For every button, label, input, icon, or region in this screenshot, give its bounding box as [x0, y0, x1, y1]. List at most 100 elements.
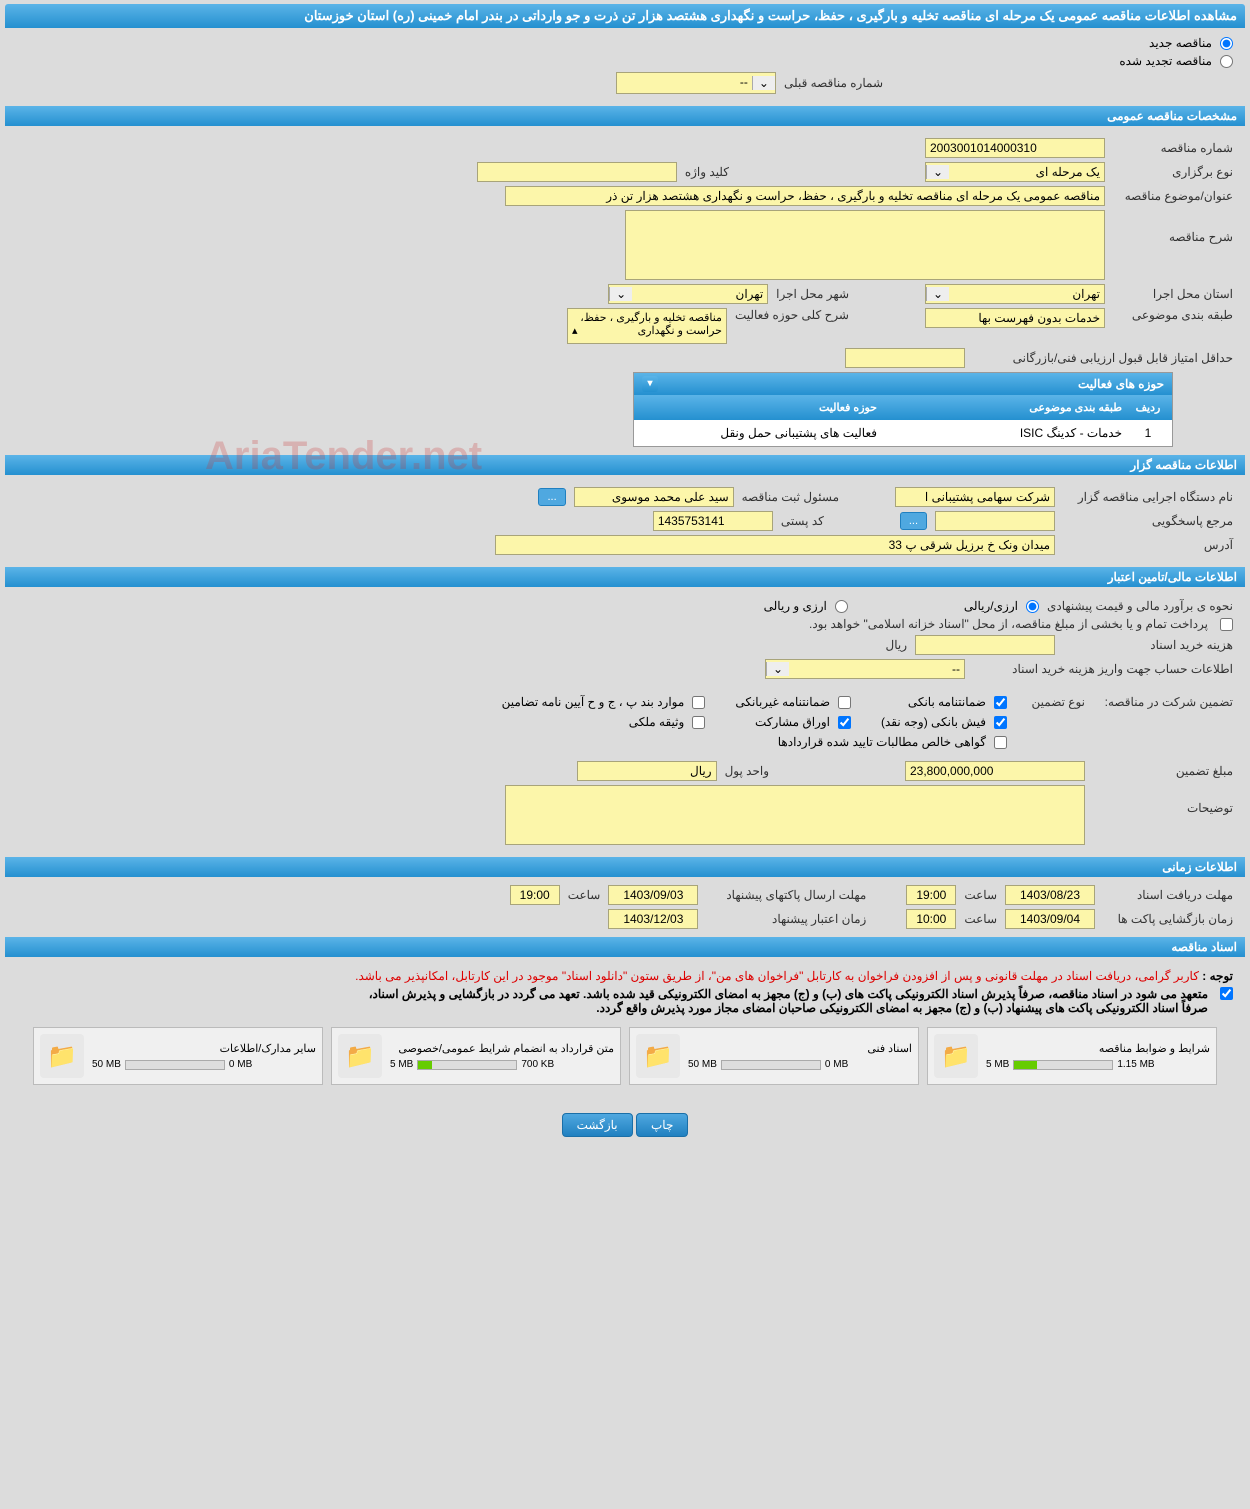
desc-textarea[interactable]: [625, 210, 1105, 280]
chk-bank-guarantee[interactable]: ضمانتنامه بانکی: [881, 695, 1007, 709]
chk-cash[interactable]: فیش بانکی (وجه نقد): [881, 715, 1007, 729]
resp-value[interactable]: [935, 511, 1055, 531]
radio-renew-label: مناقصه تجدید شده: [1119, 54, 1212, 68]
holding-type-select[interactable]: یک مرحله ای ⌄: [925, 162, 1105, 182]
radio-fx[interactable]: ارزی و ریالی: [764, 599, 848, 613]
prev-tender-select[interactable]: ⌄ --: [616, 72, 776, 94]
chk-2[interactable]: [838, 696, 851, 709]
chk-bonds-label: اوراق مشارکت: [755, 715, 830, 729]
row-cat: خدمات - کدینگ ISIC: [883, 424, 1128, 442]
collapse-icon[interactable]: ▾: [642, 376, 658, 392]
tender-no-value: 2003001014000310: [925, 138, 1105, 158]
section-finance-header: اطلاعات مالی/تامین اعتبار: [5, 567, 1245, 587]
resp-label: مرجع پاسخگویی: [1063, 514, 1233, 528]
chk-cash-label: فیش بانکی (وجه نقد): [881, 715, 986, 729]
progress-bar: [125, 1060, 225, 1070]
radio-fx-input[interactable]: [835, 600, 848, 613]
doc-cost-input[interactable]: [915, 635, 1055, 655]
owner-org-label: نام دستگاه اجرایی مناقصه گزار: [1063, 490, 1233, 504]
treasury-checkbox[interactable]: [1220, 618, 1233, 631]
section-docs-header: اسناد مناقصه: [5, 937, 1245, 957]
chk-6[interactable]: [692, 716, 705, 729]
doc-card[interactable]: اسناد فنی50 MB0 MB📁: [629, 1027, 919, 1085]
chk-bonds[interactable]: اوراق مشارکت: [735, 715, 851, 729]
chevron-down-icon[interactable]: ⌄: [609, 287, 632, 301]
doc-card[interactable]: سایر مدارک/اطلاعات50 MB0 MB📁: [33, 1027, 323, 1085]
send-time[interactable]: 19:00: [510, 885, 560, 905]
open-date[interactable]: 1403/09/04: [1005, 909, 1095, 929]
row-idx: 1: [1128, 424, 1168, 442]
deposit-account-label: اطلاعات حساب جهت واریز هزینه خرید اسناد: [973, 662, 1233, 676]
deposit-account-select[interactable]: -- ⌄: [765, 659, 965, 679]
keyword-input[interactable]: [477, 162, 677, 182]
time-unit-3: ساعت: [964, 912, 997, 926]
radio-new-input[interactable]: [1220, 37, 1233, 50]
activity-table-head: ردیف طبقه بندی موضوعی حوزه فعالیت: [634, 395, 1172, 420]
chk-3[interactable]: [692, 696, 705, 709]
doc-card[interactable]: شرایط و ضوابط مناقصه5 MB1.15 MB📁: [927, 1027, 1217, 1085]
section-time-header: اطلاعات زمانی: [5, 857, 1245, 877]
activity-scope-text: مناقصه تخلیه و بارگیری ، حفظ، حراست و نگ…: [580, 312, 722, 337]
chk-7[interactable]: [994, 736, 1007, 749]
doc-used: 700 KB: [521, 1059, 554, 1070]
city-label: شهر محل اجرا: [776, 287, 849, 301]
radio-new-tender[interactable]: مناقصه جدید: [17, 36, 1233, 50]
validity-date[interactable]: 1403/12/03: [608, 909, 698, 929]
prev-tender-value: --: [617, 73, 752, 93]
chevron-down-icon[interactable]: ⌄: [926, 287, 949, 301]
radio-new-label: مناقصه جدید: [1149, 36, 1212, 50]
chk-regs[interactable]: موارد بند پ ، ج و ح آیین نامه تضامین: [502, 695, 706, 709]
province-label: استان محل اجرا: [1113, 287, 1233, 301]
radio-rial-input[interactable]: [1026, 600, 1039, 613]
radio-renew-tender[interactable]: مناقصه تجدید شده: [17, 54, 1233, 68]
notes-textarea[interactable]: [505, 785, 1085, 845]
scroll-up-icon[interactable]: ▴: [572, 324, 578, 337]
back-button[interactable]: بازگشت: [562, 1113, 633, 1137]
chk-property[interactable]: وثیقه ملکی: [502, 715, 706, 729]
chk-nonbank-guarantee[interactable]: ضمانتنامه غیربانکی: [735, 695, 851, 709]
radio-rial[interactable]: ارزی/ریالی: [964, 599, 1039, 613]
holding-type-value: یک مرحله ای: [949, 163, 1104, 181]
print-button[interactable]: چاپ: [636, 1113, 688, 1137]
more-button-2[interactable]: ...: [900, 512, 927, 530]
commit-checkbox[interactable]: [1220, 987, 1233, 1000]
city-select[interactable]: تهران ⌄: [608, 284, 768, 304]
chevron-down-icon[interactable]: ⌄: [926, 165, 949, 179]
activity-scope-value[interactable]: مناقصه تخلیه و بارگیری ، حفظ، حراست و نگ…: [567, 308, 727, 344]
doc-title: شرایط و ضوابط مناقصه: [986, 1042, 1210, 1055]
doc-cap: 50 MB: [92, 1059, 121, 1070]
time-unit-2: ساعت: [568, 888, 601, 902]
chk-1[interactable]: [994, 696, 1007, 709]
open-time[interactable]: 10:00: [906, 909, 956, 929]
doc-card[interactable]: متن قرارداد به انضمام شرایط عمومی/خصوصی5…: [331, 1027, 621, 1085]
section-general-header: مشخصات مناقصه عمومی: [5, 106, 1245, 126]
radio-renew-input[interactable]: [1220, 55, 1233, 68]
page-title: مشاهده اطلاعات مناقصه عمومی یک مرحله ای …: [5, 4, 1245, 28]
province-select[interactable]: تهران ⌄: [925, 284, 1105, 304]
doc-cost-label: هزینه خرید اسناد: [1063, 638, 1233, 652]
address-value[interactable]: میدان ونک خ برزیل شرقی پ 33: [495, 535, 1055, 555]
holding-type-label: نوع برگزاری: [1113, 165, 1233, 179]
col-idx: ردیف: [1128, 399, 1168, 416]
chk-5[interactable]: [838, 716, 851, 729]
chevron-down-icon[interactable]: ⌄: [752, 76, 775, 90]
notice-label: توجه :: [1199, 969, 1233, 983]
chk-receivables[interactable]: گواهی خالص مطالبات تایید شده قراردادها: [735, 735, 1007, 749]
deposit-account-value: --: [789, 660, 964, 678]
folder-icon: 📁: [338, 1034, 382, 1078]
min-score-input[interactable]: [845, 348, 965, 368]
activity-scope-label: شرح کلی حوزه فعالیت: [735, 308, 849, 322]
doc-used: 0 MB: [229, 1059, 252, 1070]
guarantee-label: تضمین شرکت در مناقصه:: [1093, 695, 1233, 709]
receive-time[interactable]: 19:00: [906, 885, 956, 905]
send-date[interactable]: 1403/09/03: [608, 885, 698, 905]
chk-4[interactable]: [994, 716, 1007, 729]
receive-date[interactable]: 1403/08/23: [1005, 885, 1095, 905]
table-row: 1 خدمات - کدینگ ISIC فعالیت های پشتیبانی…: [634, 420, 1172, 446]
chevron-down-icon[interactable]: ⌄: [766, 662, 789, 676]
guarantee-amount-value[interactable]: 23,800,000,000: [905, 761, 1085, 781]
doc-cap: 5 MB: [390, 1059, 413, 1070]
chk-receivables-label: گواهی خالص مطالبات تایید شده قراردادها: [778, 735, 986, 749]
more-button[interactable]: ...: [538, 488, 565, 506]
subject-value[interactable]: مناقصه عمومی یک مرحله ای مناقصه تخلیه و …: [505, 186, 1105, 206]
